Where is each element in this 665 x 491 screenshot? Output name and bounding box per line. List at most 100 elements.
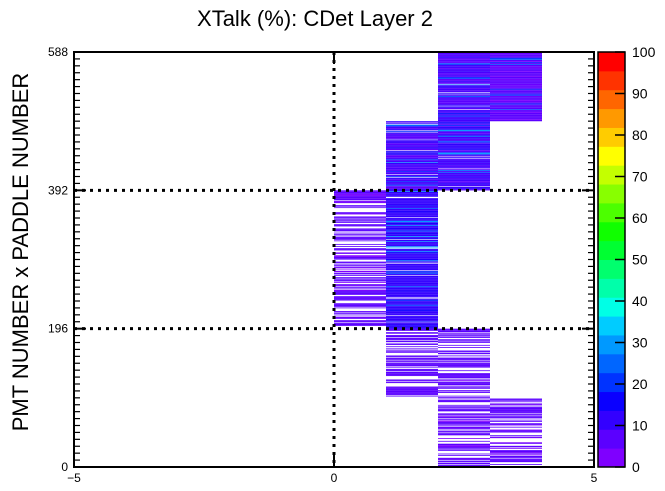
heatmap-cell: [386, 339, 438, 341]
heatmap-cell: [438, 153, 490, 155]
heatmap-cell: [438, 397, 490, 398]
heatmap-cell: [334, 279, 386, 281]
heatmap-cell: [438, 86, 490, 88]
heatmap-cell: [490, 87, 542, 89]
heatmap-cell: [490, 83, 542, 85]
heatmap-cell: [490, 63, 542, 65]
heatmap-cell: [386, 360, 438, 362]
heatmap-cell: [438, 69, 490, 71]
heatmap-cell: [334, 255, 386, 257]
heatmap-cell: [490, 442, 542, 444]
heatmap-cell: [438, 410, 490, 412]
heatmap-cell: [386, 394, 438, 396]
heatmap-cell: [490, 96, 542, 98]
heatmap-cell: [334, 291, 386, 293]
heatmap-cell: [438, 126, 490, 127]
heatmap-cell: [386, 355, 438, 357]
heatmap-cell: [386, 252, 438, 254]
heatmap-cell: [438, 150, 490, 151]
heatmap-cell: [438, 171, 490, 173]
heatmap-cell: [386, 272, 438, 274]
heatmap-cell: [386, 131, 438, 132]
heatmap-cell: [438, 143, 490, 144]
heatmap-cell: [386, 301, 438, 302]
heatmap-cell: [438, 375, 490, 377]
heatmap-cell: [438, 455, 490, 456]
heatmap-cell: [438, 465, 490, 467]
heatmap-cell: [334, 198, 386, 200]
heatmap-cell: [438, 163, 490, 165]
heatmap-cell: [334, 221, 386, 223]
colorbar-tick-label: 30: [632, 335, 648, 351]
heatmap-cell: [438, 336, 490, 338]
heatmap-cell: [386, 316, 438, 318]
heatmap-cell: [438, 61, 490, 62]
heatmap-cell: [334, 324, 386, 326]
heatmap-cell: [438, 413, 490, 415]
heatmap-cell: [386, 317, 438, 319]
heatmap-cell: [438, 398, 490, 400]
heatmap-cell: [490, 424, 542, 426]
heatmap-cell: [490, 458, 542, 460]
heatmap-cell: [438, 421, 490, 423]
heatmap-cell: [386, 211, 438, 213]
heatmap-cell: [438, 55, 490, 57]
heatmap-cell: [490, 457, 542, 458]
heatmap-cell: [438, 363, 490, 365]
heatmap-cell: [386, 295, 438, 297]
heatmap-cell: [386, 209, 438, 211]
colorbar-tick-label: 80: [632, 127, 648, 143]
heatmap-cell: [386, 343, 438, 345]
heatmap-cell: [334, 268, 386, 270]
heatmap-cell: [386, 299, 438, 300]
heatmap-cell: [386, 382, 438, 384]
heatmap-cell: [490, 116, 542, 118]
y-tick-label: 588: [48, 45, 68, 59]
heatmap-cell: [386, 167, 438, 168]
heatmap-cell: [490, 106, 542, 108]
heatmap-cell: [490, 85, 542, 86]
heatmap-cell: [438, 60, 490, 62]
heatmap-cell: [438, 96, 490, 98]
heatmap-cell: [386, 241, 438, 242]
heatmap-cell: [386, 279, 438, 281]
heatmap-cell: [438, 120, 490, 122]
heatmap-cell: [490, 401, 542, 403]
heatmap-cell: [438, 112, 490, 114]
heatmap-cell: [334, 236, 386, 238]
heatmap-cell: [438, 75, 490, 77]
heatmap-cell: [386, 229, 438, 230]
heatmap-cell: [334, 307, 386, 309]
heatmap-cell: [334, 255, 386, 257]
heatmap-cell: [334, 228, 386, 230]
heatmap-cell: [438, 358, 490, 360]
heatmap-cell: [386, 160, 438, 162]
heatmap-cell: [386, 322, 438, 324]
heatmap-cell: [438, 377, 490, 379]
heatmap-cell: [386, 212, 438, 214]
heatmap-cell: [386, 127, 438, 129]
heatmap-cell: [334, 270, 386, 272]
heatmap-cell: [438, 172, 490, 174]
heatmap-block: [438, 328, 490, 468]
heatmap-cell: [386, 310, 438, 312]
heatmap-cell: [386, 303, 438, 305]
heatmap-cell: [334, 279, 386, 281]
heatmap-cell: [334, 246, 386, 247]
heatmap-cell: [438, 347, 490, 348]
heatmap-cell: [386, 208, 438, 210]
heatmap-cell: [438, 406, 490, 408]
colorbar-swatch: [598, 297, 625, 317]
heatmap-cell: [334, 273, 386, 275]
heatmap-cell: [386, 230, 438, 232]
colorbar-tick-label: 90: [632, 86, 648, 102]
heatmap-cell: [386, 241, 438, 243]
heatmap-cell: [386, 128, 438, 130]
heatmap-cell: [490, 117, 542, 119]
heatmap-cell: [438, 102, 490, 103]
heatmap-cell: [438, 133, 490, 134]
heatmap-cell: [386, 212, 438, 214]
heatmap-cell: [334, 282, 386, 283]
heatmap-cell: [438, 175, 490, 177]
heatmap-cell: [386, 222, 438, 224]
